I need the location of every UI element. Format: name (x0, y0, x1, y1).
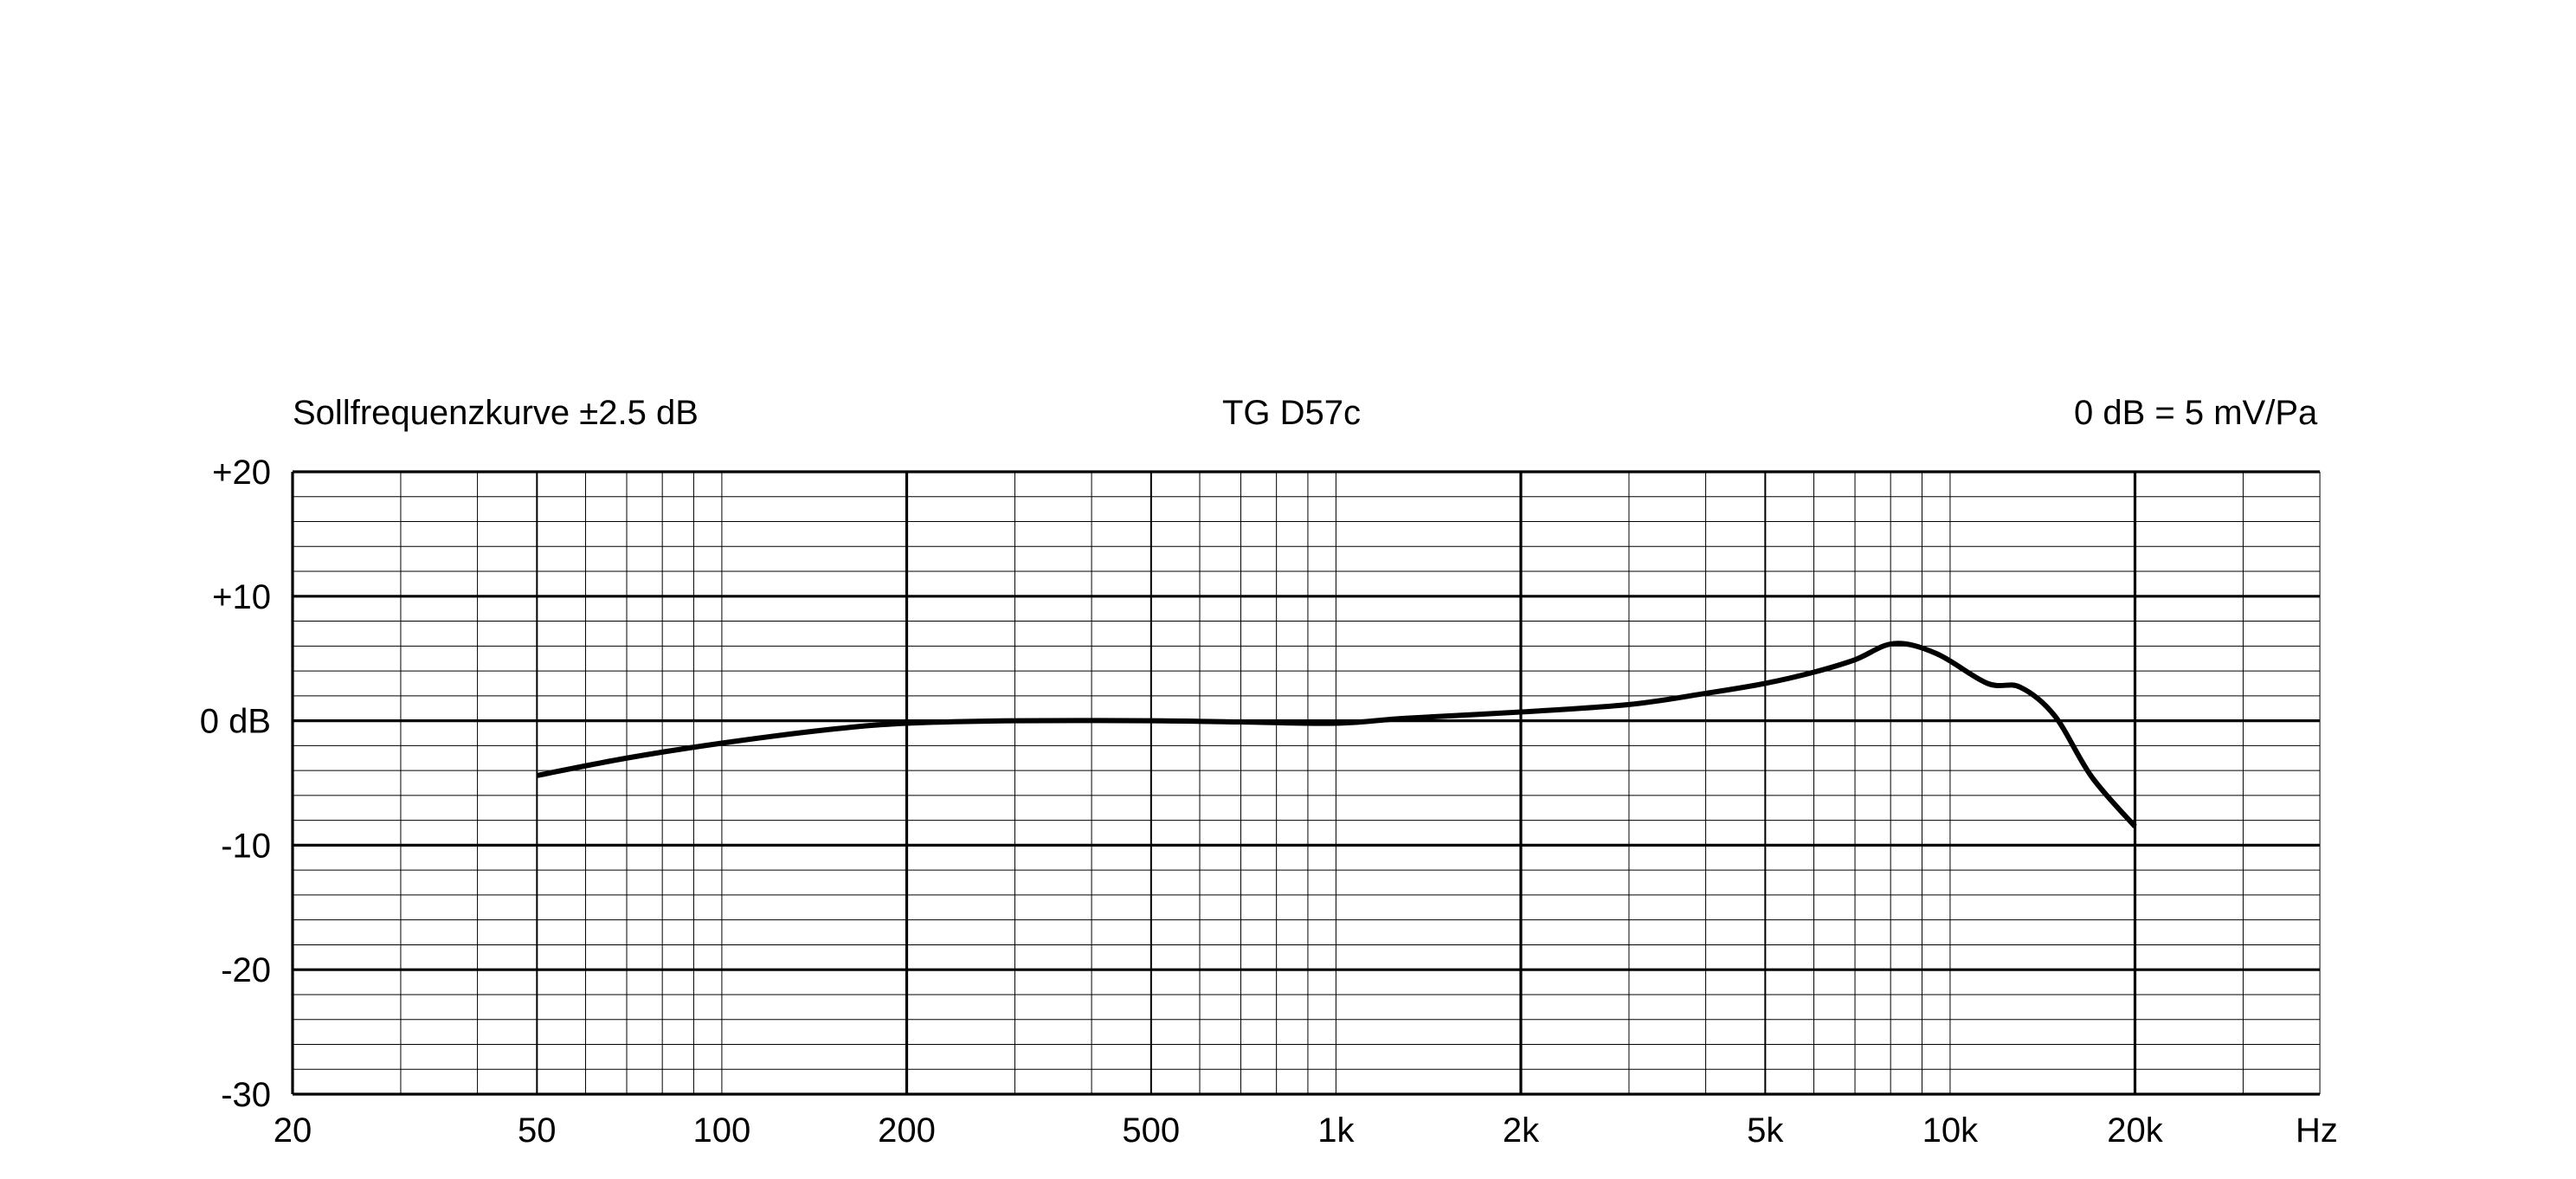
svg-text:-10: -10 (221, 827, 271, 865)
svg-text:10k: 10k (1922, 1111, 1979, 1150)
svg-text:Hz: Hz (2296, 1111, 2338, 1150)
svg-text:20k: 20k (2107, 1111, 2163, 1150)
svg-text:100: 100 (693, 1111, 751, 1150)
svg-text:200: 200 (878, 1111, 936, 1150)
svg-text:+20: +20 (212, 454, 271, 492)
svg-text:2k: 2k (1503, 1111, 1540, 1150)
svg-text:0 dB: 0 dB (200, 703, 271, 741)
svg-text:TG D57c: TG D57c (1222, 394, 1361, 432)
svg-text:50: 50 (518, 1111, 557, 1150)
svg-text:500: 500 (1122, 1111, 1180, 1150)
svg-text:20: 20 (274, 1111, 312, 1150)
svg-text:5k: 5k (1747, 1111, 1784, 1150)
svg-text:1k: 1k (1317, 1111, 1355, 1150)
svg-text:-20: -20 (221, 951, 271, 989)
svg-text:Sollfrequenzkurve ±2.5 dB: Sollfrequenzkurve ±2.5 dB (293, 394, 699, 432)
svg-text:+10: +10 (212, 578, 271, 616)
svg-text:-30: -30 (221, 1076, 271, 1114)
svg-text:0 dB = 5 mV/Pa: 0 dB = 5 mV/Pa (2074, 394, 2318, 432)
